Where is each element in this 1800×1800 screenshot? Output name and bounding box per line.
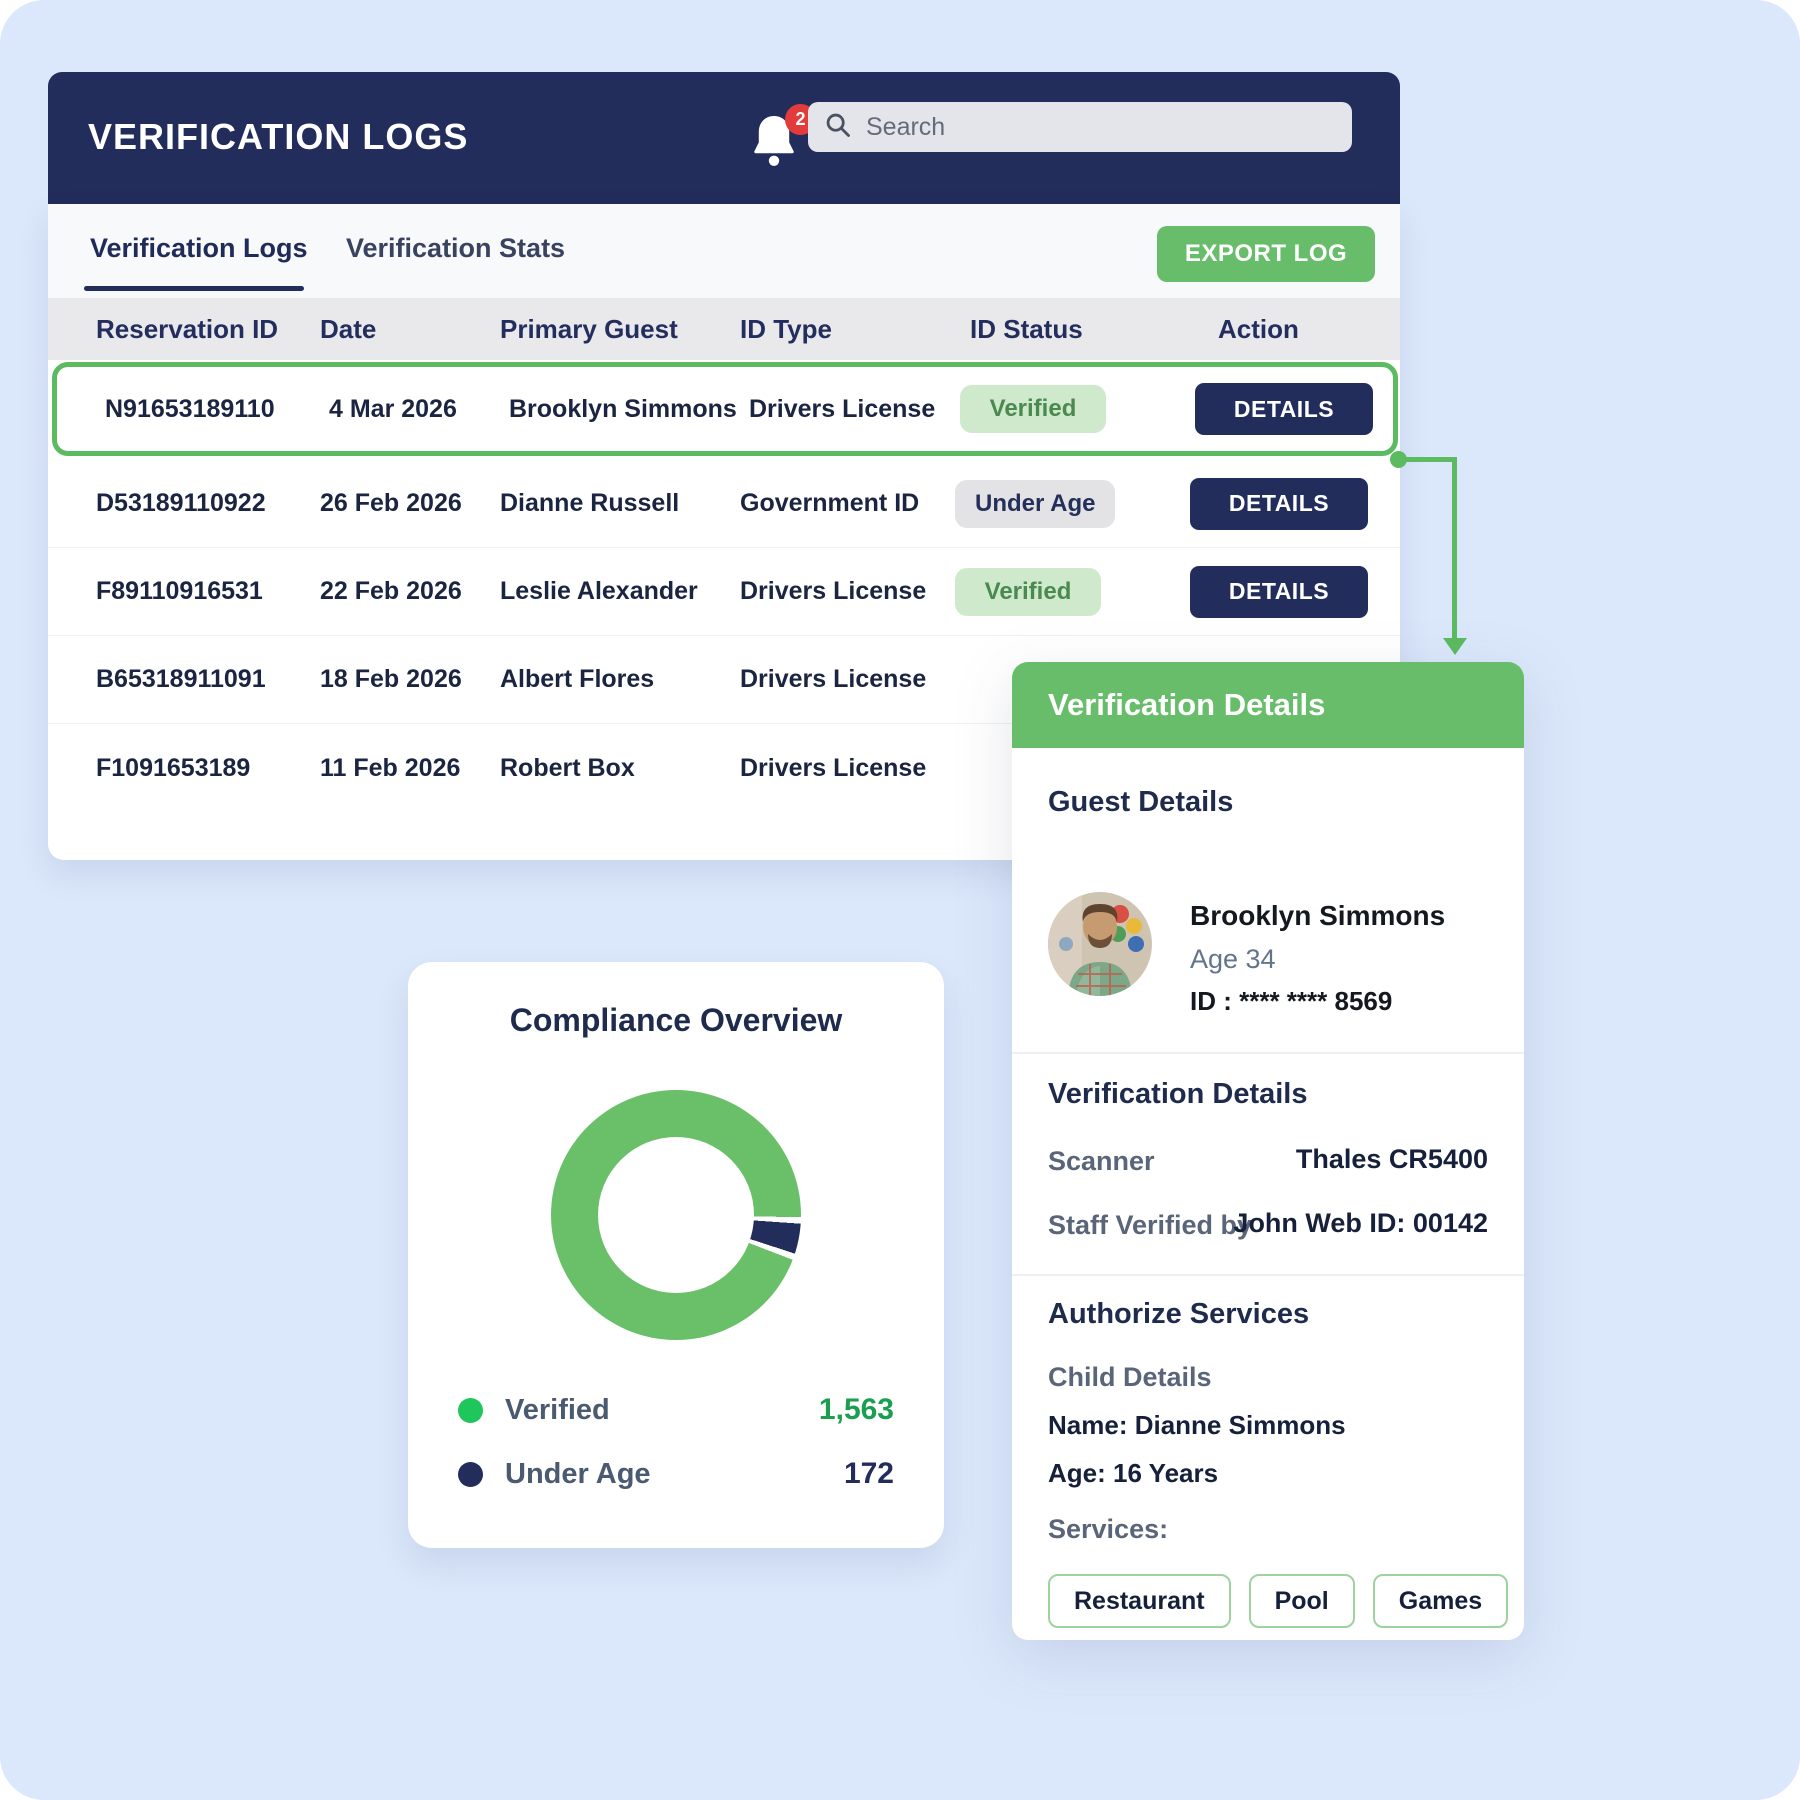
cell-reservation-id: F1091653189 [96, 753, 251, 782]
cell-primary-guest: Robert Box [500, 753, 635, 782]
status-badge: Verified [955, 567, 1101, 616]
tab-verification-stats[interactable]: Verification Stats [340, 232, 571, 265]
cell-date: 18 Feb 2026 [320, 665, 462, 693]
legend-value-verified: 1,563 [818, 1393, 894, 1426]
guest-details-heading: Guest Details [1048, 786, 1234, 818]
table-header: Reservation ID Date Primary Guest ID Typ… [48, 298, 1400, 360]
table-row[interactable]: F89110916531 22 Feb 2026 Leslie Alexande… [48, 548, 1400, 636]
cell-reservation-id: D53189110922 [96, 489, 266, 517]
cell-id-type: Drivers License [740, 577, 927, 605]
guest-id-masked: ID : **** **** 8569 [1190, 986, 1393, 1016]
compliance-donut [551, 1090, 801, 1340]
legend-label-under-age: Under Age [505, 1457, 651, 1490]
legend-label-verified: Verified [505, 1393, 610, 1426]
legend-value-under-age: 172 [843, 1457, 894, 1490]
connector-line-vertical [1452, 457, 1457, 640]
cell-date: 4 Mar 2026 [329, 394, 457, 423]
cell-primary-guest: Dianne Russell [500, 489, 680, 517]
cell-date: 26 Feb 2026 [320, 489, 462, 517]
column-header-date: Date [320, 313, 377, 344]
authorize-services-heading: Authorize Services [1048, 1298, 1310, 1330]
guest-age: Age 34 [1190, 944, 1276, 974]
service-chip-games[interactable]: Games [1372, 1574, 1509, 1628]
cell-date: 22 Feb 2026 [320, 577, 462, 605]
verification-details-heading: Verification Details [1048, 1078, 1308, 1110]
services-chips: Restaurant Pool Games [1048, 1574, 1509, 1628]
notifications-button[interactable]: 2 [742, 102, 818, 178]
guest-avatar [1048, 892, 1152, 996]
verification-details-panel: Verification Details Guest Details [1012, 662, 1524, 1640]
column-header-primary-guest: Primary Guest [500, 313, 678, 344]
cell-date: 11 Feb 2026 [320, 753, 461, 782]
compliance-overview-card: Compliance Overview Verified 1,563 Under… [408, 962, 944, 1548]
details-button[interactable]: DETAILS [1190, 477, 1368, 530]
services-label: Services: [1048, 1514, 1169, 1544]
search-bar [808, 102, 1352, 152]
child-details-heading: Child Details [1048, 1362, 1212, 1392]
panel-title: Verification Details [1048, 687, 1326, 722]
export-log-button[interactable]: EXPORT LOG [1157, 226, 1375, 282]
column-header-id-status: ID Status [970, 313, 1083, 344]
details-button[interactable]: DETAILS [1195, 383, 1373, 435]
details-button[interactable]: DETAILS [1190, 565, 1368, 618]
scanner-label: Scanner [1048, 1146, 1155, 1176]
scanner-value: Thales CR5400 [1295, 1144, 1488, 1174]
cell-reservation-id: B65318911091 [96, 665, 266, 693]
connector-arrowhead-icon [1443, 638, 1467, 655]
cell-primary-guest: Brooklyn Simmons [509, 394, 737, 423]
donut-hole [598, 1137, 754, 1293]
legend-item-under-age: Under Age 172 [458, 1452, 894, 1496]
search-input[interactable] [864, 111, 1336, 143]
cell-id-type: Drivers License [740, 753, 927, 782]
service-chip-restaurant[interactable]: Restaurant [1048, 1574, 1231, 1628]
connector-line-horizontal [1398, 457, 1455, 462]
column-header-id-type: ID Type [740, 313, 832, 344]
cell-id-type: Drivers License [740, 665, 927, 693]
cell-id-type: Drivers License [749, 394, 936, 423]
active-tab-underline [84, 286, 304, 291]
staff-verified-label: Staff Verified by [1048, 1210, 1253, 1240]
table-row[interactable]: N91653189110 4 Mar 2026 Brooklyn Simmons… [52, 362, 1398, 456]
tabs-strip: Verification Logs Verification Stats EXP… [48, 204, 1400, 298]
legend-item-verified: Verified 1,563 [458, 1388, 894, 1432]
panel-body: Guest Details [1012, 748, 1524, 1640]
page-title: VERIFICATION LOGS [88, 116, 469, 157]
staff-verified-value: John Web ID: 00142 [1233, 1208, 1488, 1238]
cell-reservation-id: N91653189110 [105, 394, 275, 423]
guest-name: Brooklyn Simmons [1190, 900, 1446, 931]
cell-primary-guest: Albert Flores [500, 665, 655, 693]
column-header-reservation-id: Reservation ID [96, 313, 279, 344]
service-chip-pool[interactable]: Pool [1248, 1574, 1355, 1628]
section-divider [1012, 1274, 1524, 1276]
table-row[interactable]: D53189110922 26 Feb 2026 Dianne Russell … [48, 460, 1400, 548]
column-header-action: Action [1218, 313, 1299, 344]
child-name-line: Name: Dianne Simmons [1048, 1410, 1346, 1440]
cell-reservation-id: F89110916531 [96, 577, 263, 605]
section-divider [1012, 1052, 1524, 1054]
verified-dot-icon [458, 1397, 483, 1423]
status-badge: Under Age [955, 479, 1116, 528]
search-icon [824, 111, 852, 144]
compliance-title: Compliance Overview [509, 1002, 843, 1038]
status-badge: Verified [960, 385, 1106, 433]
cell-id-type: Government ID [740, 489, 920, 517]
tab-verification-logs[interactable]: Verification Logs [84, 232, 314, 265]
panel-header: Verification Details [1012, 662, 1524, 748]
cell-primary-guest: Leslie Alexander [500, 577, 698, 605]
app-header: VERIFICATION LOGS 2 [48, 72, 1400, 204]
child-age-line: Age: 16 Years [1048, 1458, 1219, 1488]
under-age-dot-icon [458, 1461, 483, 1487]
